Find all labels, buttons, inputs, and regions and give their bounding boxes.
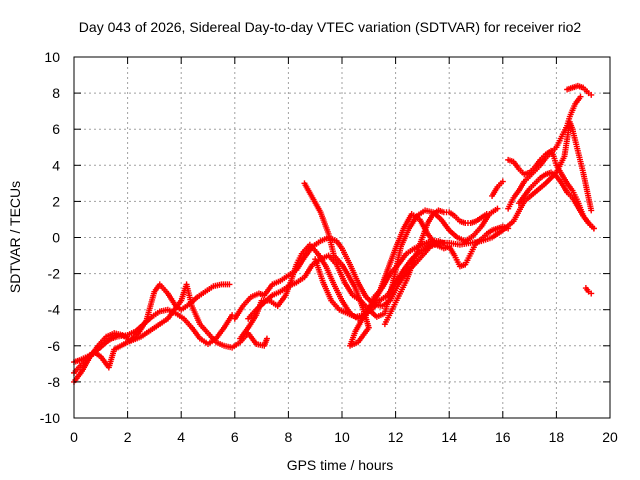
series-track-k [515, 169, 597, 232]
y-tick-label: -8 [48, 374, 61, 390]
y-tick-label: -4 [48, 302, 61, 318]
x-tick-label: 10 [334, 429, 350, 445]
y-tick-label: 0 [52, 230, 60, 246]
x-axis-ticks: 0 2 4 6 8 10 12 14 16 18 20 [70, 57, 618, 445]
x-tick-label: 12 [388, 429, 404, 445]
x-tick-label: 20 [602, 429, 618, 445]
series-track-l [505, 93, 584, 212]
y-tick-label: 2 [52, 193, 60, 209]
x-tick-label: 2 [124, 429, 132, 445]
data-point [226, 281, 233, 288]
data-point [577, 93, 584, 100]
x-tick-label: 4 [177, 429, 185, 445]
y-tick-label: -10 [40, 410, 60, 426]
y-axis-label: SDTVAR / TECUs [7, 181, 23, 293]
series-track-h [312, 239, 439, 320]
x-tick-label: 14 [441, 429, 457, 445]
x-tick-label: 16 [495, 429, 511, 445]
y-tick-label: -2 [48, 266, 61, 282]
data-point [263, 335, 270, 342]
data-point [588, 290, 595, 297]
data-point [483, 211, 490, 218]
series-track-a [71, 281, 233, 385]
data-point [440, 239, 447, 246]
y-tick-label: 10 [44, 49, 60, 65]
x-tick-label: 18 [549, 429, 565, 445]
series-track-d [231, 118, 595, 322]
chart-title: Day 043 of 2026, Sidereal Day-to-day VTE… [79, 19, 582, 35]
y-tick-label: 6 [52, 121, 60, 137]
data-point [588, 207, 595, 214]
data-point [505, 225, 512, 232]
x-tick-label: 6 [231, 429, 239, 445]
x-axis-label: GPS time / hours [287, 457, 394, 473]
x-tick-label: 0 [70, 429, 78, 445]
series-track-i [381, 207, 490, 328]
series-track-c [71, 281, 270, 371]
y-tick-label: -6 [48, 338, 61, 354]
data-point [590, 225, 597, 232]
data-point [494, 205, 501, 212]
y-axis-ticks: -10 -8 -6 -4 -2 0 2 4 6 8 10 [40, 49, 610, 426]
data-marks [71, 82, 597, 385]
series-track-o [582, 285, 595, 297]
data-point [432, 239, 439, 246]
y-tick-label: 4 [52, 157, 60, 173]
series-track-n [489, 178, 506, 199]
data-point [499, 178, 506, 185]
data-point [588, 91, 595, 98]
series-track-m [564, 82, 595, 98]
y-tick-label: 8 [52, 85, 60, 101]
series-track-f [245, 205, 501, 322]
x-tick-label: 8 [285, 429, 293, 445]
